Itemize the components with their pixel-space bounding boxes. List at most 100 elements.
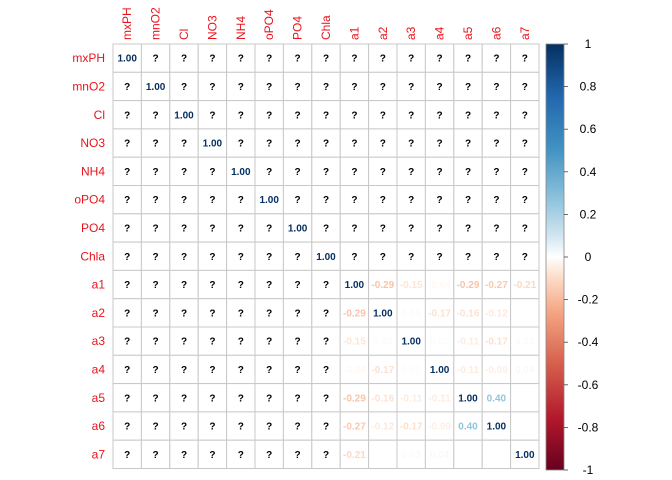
na-value: ? <box>493 195 499 206</box>
na-value: ? <box>181 54 187 65</box>
grid-cell <box>339 269 370 300</box>
na-value: ? <box>266 139 272 150</box>
na-value: ? <box>181 308 187 319</box>
grid-cell <box>510 241 540 271</box>
grid-cell <box>339 439 370 470</box>
correlation-value: -0.27 <box>485 280 508 291</box>
na-value: ? <box>522 223 528 234</box>
correlation-value: 1.00 <box>430 365 450 376</box>
grid-cell <box>311 156 341 186</box>
correlation-value: 0.02 <box>430 337 450 348</box>
na-value: ? <box>522 139 528 150</box>
na-value: ? <box>323 167 329 178</box>
grid-cell <box>112 71 142 102</box>
na-value: ? <box>266 393 272 404</box>
grid-cell <box>424 439 455 470</box>
na-value: ? <box>437 252 443 263</box>
na-value: ? <box>295 167 301 178</box>
row-label: a1 <box>92 278 106 292</box>
na-value: ? <box>493 252 499 263</box>
grid-cell <box>311 298 341 328</box>
column-label: a7 <box>518 26 532 40</box>
grid-cell <box>282 269 313 300</box>
correlation-value: -0.29 <box>343 393 366 404</box>
grid-cell <box>169 128 199 158</box>
na-value: ? <box>323 139 329 150</box>
na-value: ? <box>465 82 471 93</box>
grid-cell <box>140 411 171 441</box>
na-value: ? <box>181 365 187 376</box>
row-label: a2 <box>92 306 106 320</box>
correlation-value: 0.01 <box>515 393 535 404</box>
grid-cell <box>282 411 313 441</box>
na-value: ? <box>465 167 471 178</box>
legend-tick-label: -0.8 <box>578 420 599 434</box>
grid-cell <box>424 185 455 215</box>
na-value: ? <box>493 82 499 93</box>
na-value: ? <box>238 365 244 376</box>
legend-ticks: 1 0.8 0.6 0.4 0.2 0 -0.2 -0.4 -0.6 -0.8 -1 <box>564 37 599 477</box>
grid-cell <box>282 156 313 186</box>
column-label: oPO4 <box>262 9 276 40</box>
correlation-value: 0.01 <box>487 450 507 461</box>
grid-cell <box>112 100 142 130</box>
grid-cell <box>368 326 398 356</box>
column-label: a5 <box>461 26 475 40</box>
na-value: ? <box>323 110 329 121</box>
na-value: ? <box>522 167 528 178</box>
row-label: a7 <box>92 447 106 461</box>
na-value: ? <box>493 110 499 121</box>
correlation-value: -0.12 <box>371 422 394 433</box>
na-value: ? <box>209 82 215 93</box>
grid-cell <box>197 439 228 470</box>
na-value: ? <box>323 82 329 93</box>
na-value: ? <box>295 450 301 461</box>
correlation-value: 0.02 <box>401 365 421 376</box>
na-value: ? <box>295 422 301 433</box>
grid-cell <box>282 383 313 413</box>
na-value: ? <box>266 110 272 121</box>
na-value: ? <box>209 393 215 404</box>
na-value: ? <box>124 337 130 348</box>
grid-cell <box>510 298 540 328</box>
na-value: ? <box>408 252 414 263</box>
na-value: ? <box>209 337 215 348</box>
correlation-value: -0.29 <box>343 308 366 319</box>
na-value: ? <box>437 195 443 206</box>
grid-cell <box>254 269 284 300</box>
na-value: ? <box>493 54 499 65</box>
correlation-value: 1.00 <box>174 110 194 121</box>
grid-cell <box>339 383 370 413</box>
na-value: ? <box>351 252 357 263</box>
grid-cell <box>424 100 455 130</box>
na-value: ? <box>493 139 499 150</box>
na-value: ? <box>209 365 215 376</box>
na-value: ? <box>295 195 301 206</box>
grid-cell <box>424 269 455 300</box>
na-value: ? <box>465 110 471 121</box>
grid-cell <box>282 185 313 215</box>
grid-cell <box>396 411 426 441</box>
correlation-value: 1.00 <box>288 223 308 234</box>
correlation-value: 1.00 <box>117 54 137 65</box>
na-value: ? <box>295 393 301 404</box>
column-label: NO3 <box>205 15 219 40</box>
grid-cell <box>282 213 313 243</box>
na-value: ? <box>124 167 130 178</box>
na-value: ? <box>124 110 130 121</box>
grid-cell <box>197 298 228 328</box>
legend-tick-label: 0.6 <box>580 122 597 136</box>
grid-cell <box>510 411 540 441</box>
grid-cell <box>424 71 455 102</box>
column-label: Cl <box>177 29 191 40</box>
correlation-value: 0.01 <box>373 450 393 461</box>
grid-cell <box>481 43 512 73</box>
correlation-value: -0.17 <box>428 308 451 319</box>
grid-cell <box>510 156 540 186</box>
grid-cell <box>112 128 142 158</box>
na-value: ? <box>522 82 528 93</box>
column-label: a3 <box>404 26 418 40</box>
na-value: ? <box>153 365 159 376</box>
grid-cell <box>311 213 341 243</box>
na-value: ? <box>153 393 159 404</box>
